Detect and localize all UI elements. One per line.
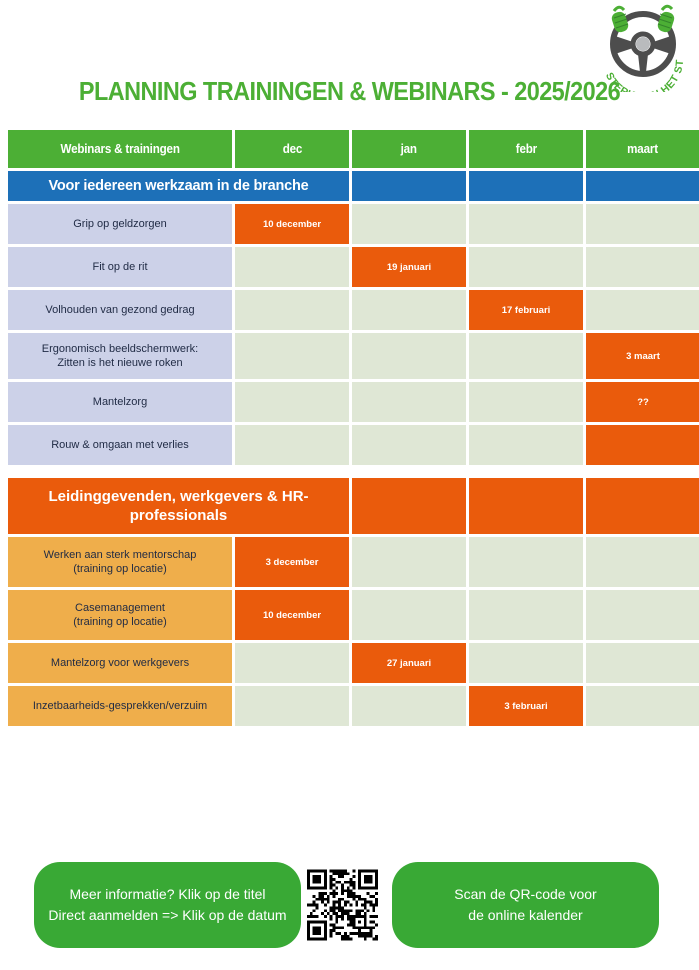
row-label[interactable]: Volhouden van gezond gedrag bbox=[8, 290, 232, 330]
table-header-row: Webinars & trainingen dec jan febr maart bbox=[8, 130, 699, 168]
empty-cell-jan bbox=[352, 425, 466, 465]
empty-cell-dec bbox=[235, 333, 349, 379]
row-label[interactable]: Grip op geldzorgen bbox=[8, 204, 232, 244]
section-header-everyone: Voor iedereen werkzaam in de branche bbox=[8, 171, 699, 201]
table-row: Fit op de rit 19 januari bbox=[8, 247, 699, 287]
schedule-table-section-1: Webinars & trainingen dec jan febr maart… bbox=[8, 130, 699, 468]
empty-cell-jan bbox=[352, 590, 466, 640]
empty-cell-jan bbox=[352, 204, 466, 244]
empty-cell-maart bbox=[586, 247, 699, 287]
empty-cell-maart bbox=[586, 537, 699, 587]
section-spacer-maart bbox=[586, 171, 699, 201]
qr-code[interactable] bbox=[307, 866, 378, 944]
empty-cell-febr bbox=[469, 643, 583, 683]
row-label[interactable]: Inzetbaarheids-gesprekken/verzuim bbox=[8, 686, 232, 726]
empty-cell-dec bbox=[235, 247, 349, 287]
row-label[interactable]: Casemanagement (training op locatie) bbox=[8, 590, 232, 640]
table-row: Inzetbaarheids-gesprekken/verzuim 3 febru… bbox=[8, 686, 699, 726]
empty-cell-maart bbox=[586, 686, 699, 726]
date-cell-jan[interactable]: 19 januari bbox=[352, 247, 466, 287]
date-cell-maart[interactable] bbox=[586, 425, 699, 465]
section-title-managers: Leidinggevenden, werkgevers & HR-profess… bbox=[8, 478, 349, 534]
empty-cell-febr bbox=[469, 247, 583, 287]
row-label[interactable]: Mantelzorg bbox=[8, 382, 232, 422]
page-title: PLANNING TRAININGEN & WEBINARS - 2025/20… bbox=[78, 78, 621, 106]
empty-cell-jan bbox=[352, 537, 466, 587]
empty-cell-maart bbox=[586, 204, 699, 244]
row-label[interactable]: Rouw & omgaan met verlies bbox=[8, 425, 232, 465]
section-spacer-jan bbox=[352, 171, 466, 201]
empty-cell-maart bbox=[586, 590, 699, 640]
empty-cell-jan bbox=[352, 382, 466, 422]
table-row: Grip op geldzorgen 10 december bbox=[8, 204, 699, 244]
sterk-aan-het-stuur-logo: STERK AAN HET STUUR bbox=[595, 2, 691, 92]
table-row: Volhouden van gezond gedrag 17 februari bbox=[8, 290, 699, 330]
date-cell-maart[interactable]: ?? bbox=[586, 382, 699, 422]
more-info-button[interactable]: Meer informatie? Klik op de titel Direct … bbox=[34, 862, 301, 948]
table-row: Rouw & omgaan met verlies bbox=[8, 425, 699, 465]
date-cell-maart[interactable]: 3 maart bbox=[586, 333, 699, 379]
empty-cell-dec bbox=[235, 643, 349, 683]
row-label[interactable]: Werken aan sterk mentorschap (training op… bbox=[8, 537, 232, 587]
table-row: Mantelzorg voor werkgevers 27 januari bbox=[8, 643, 699, 683]
header-cell-label: Webinars & trainingen bbox=[8, 130, 232, 168]
date-cell-dec[interactable]: 3 december bbox=[235, 537, 349, 587]
schedule-table-section-2: Leidinggevenden, werkgevers & HR-profess… bbox=[8, 478, 699, 729]
header-cell-dec: dec bbox=[235, 130, 349, 168]
date-cell-dec[interactable]: 10 december bbox=[235, 590, 349, 640]
row-label[interactable]: Fit op de rit bbox=[8, 247, 232, 287]
header-cell-maart: maart bbox=[586, 130, 699, 168]
empty-cell-maart bbox=[586, 643, 699, 683]
header-cell-jan: jan bbox=[352, 130, 466, 168]
empty-cell-dec bbox=[235, 686, 349, 726]
date-cell-febr[interactable]: 17 februari bbox=[469, 290, 583, 330]
empty-cell-jan bbox=[352, 333, 466, 379]
row-label[interactable]: Ergonomisch beeldschermwerk: Zitten is he… bbox=[8, 333, 232, 379]
empty-cell-dec bbox=[235, 425, 349, 465]
empty-cell-jan bbox=[352, 686, 466, 726]
empty-cell-jan bbox=[352, 290, 466, 330]
section-title-everyone: Voor iedereen werkzaam in de branche bbox=[8, 171, 349, 201]
date-cell-dec[interactable]: 10 december bbox=[235, 204, 349, 244]
section-header-managers: Leidinggevenden, werkgevers & HR-profess… bbox=[8, 478, 699, 534]
empty-cell-dec bbox=[235, 382, 349, 422]
section-spacer-febr bbox=[469, 171, 583, 201]
empty-cell-febr bbox=[469, 537, 583, 587]
date-cell-febr[interactable]: 3 februari bbox=[469, 686, 583, 726]
scan-qr-button[interactable]: Scan de QR-code voor de online kalender bbox=[392, 862, 659, 948]
header-cell-febr: febr bbox=[469, 130, 583, 168]
table-row: Werken aan sterk mentorschap (training op… bbox=[8, 537, 699, 587]
date-cell-jan[interactable]: 27 januari bbox=[352, 643, 466, 683]
empty-cell-febr bbox=[469, 590, 583, 640]
section2-spacer-maart bbox=[586, 478, 699, 534]
section2-spacer-febr bbox=[469, 478, 583, 534]
section2-spacer-jan bbox=[352, 478, 466, 534]
row-label[interactable]: Mantelzorg voor werkgevers bbox=[8, 643, 232, 683]
empty-cell-febr bbox=[469, 382, 583, 422]
table-row: Mantelzorg?? bbox=[8, 382, 699, 422]
empty-cell-dec bbox=[235, 290, 349, 330]
empty-cell-febr bbox=[469, 204, 583, 244]
table-row: Ergonomisch beeldschermwerk: Zitten is he… bbox=[8, 333, 699, 379]
table-row: Casemanagement (training op locatie) 10 de… bbox=[8, 590, 699, 640]
footer: Meer informatie? Klik op de titel Direct … bbox=[0, 862, 699, 948]
empty-cell-febr bbox=[469, 333, 583, 379]
empty-cell-maart bbox=[586, 290, 699, 330]
empty-cell-febr bbox=[469, 425, 583, 465]
